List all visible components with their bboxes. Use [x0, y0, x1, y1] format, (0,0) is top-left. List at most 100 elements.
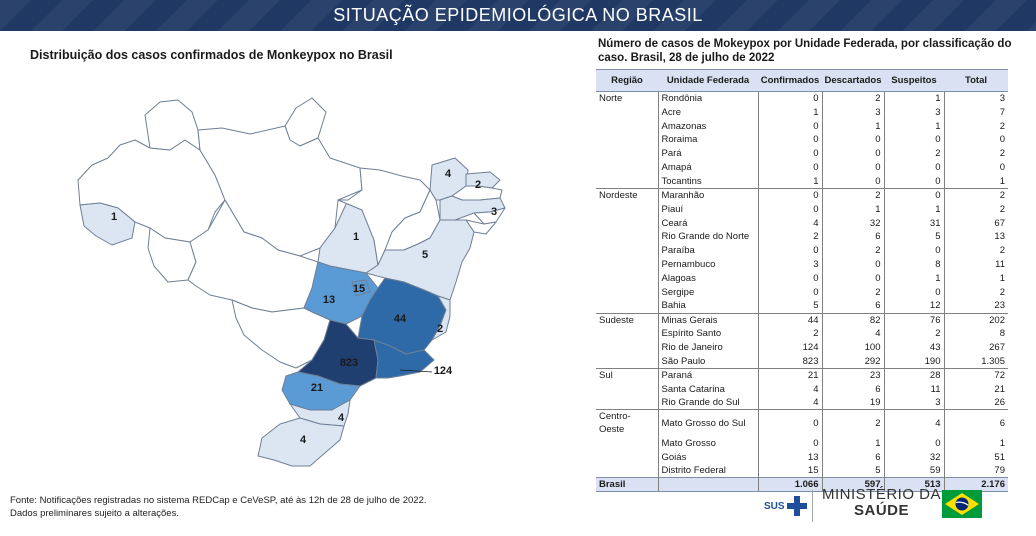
state-label-df: 15: [353, 283, 365, 295]
column-header: Região: [596, 69, 658, 92]
value-cell: 0: [758, 160, 823, 175]
leader-line-rj: [399, 369, 433, 373]
value-cell: 67: [994, 217, 1005, 229]
table-row: Paraíba 0 2 0 2: [596, 243, 1008, 258]
value-cell: 2: [884, 326, 945, 341]
region-cell: [596, 105, 659, 120]
total-value: 597: [822, 477, 885, 493]
value-cell: 0: [822, 133, 885, 147]
region-cell: Norte: [596, 91, 659, 106]
table-row: Alagoas 0 0 1 1: [596, 271, 1008, 286]
table-row: Bahia 5 6 12 23: [596, 299, 1008, 313]
value-cell: 0: [758, 285, 823, 300]
uf-cell: Sergipe: [658, 285, 759, 300]
value-cell: 2: [999, 148, 1005, 160]
uf-cell: Amapá: [658, 160, 759, 175]
uf-cell: São Paulo: [658, 354, 759, 369]
value-cell: 0: [822, 174, 885, 189]
sus-logo: SUS: [764, 496, 807, 516]
value-cell: 267: [989, 342, 1005, 354]
table-body: Norte Rondônia 0 2 1 3 Acre 1 3 3 7 Amazonas 0 1 1 2 Ror…: [596, 91, 1008, 493]
uf-cell: Santa Catarina: [658, 382, 759, 397]
value-cell: 0: [758, 243, 823, 258]
state-label-pe: 3: [491, 206, 497, 218]
table-row: Centro-Oeste Mato Grosso do Sul 0 2 4 6: [596, 409, 1008, 437]
table-row: Piauí 0 1 1 2: [596, 202, 1008, 217]
state-label-ac: 1: [111, 211, 117, 223]
value-cell: 2: [822, 187, 885, 203]
value-cell: 1: [884, 202, 945, 217]
table-row: Norte Rondônia 0 2 1 3: [596, 91, 1008, 106]
table-row: Rio Grande do Sul 4 19 3 26: [596, 396, 1008, 410]
value-cell: 1: [884, 119, 945, 134]
uf-cell: Pará: [658, 146, 759, 161]
value-cell: 0: [758, 409, 823, 437]
state-label-ba: 5: [422, 249, 428, 261]
value-cell: 124: [758, 340, 823, 355]
value-cell: 5: [884, 229, 945, 244]
region-cell: [596, 216, 659, 230]
value-cell: 13: [994, 231, 1005, 243]
table-row: São Paulo 823 292 190 1.305: [596, 354, 1008, 369]
value-cell: 292: [822, 354, 885, 369]
uf-cell: Minas Gerais: [658, 312, 759, 327]
region-cell: [596, 133, 659, 147]
value-cell: 100: [822, 340, 885, 355]
region-cell: [596, 464, 659, 478]
region-cell: [596, 450, 659, 465]
total-blank: [658, 477, 759, 493]
uf-cell: Goiás: [658, 450, 759, 465]
sus-cross-icon: [786, 496, 807, 516]
value-cell: 0: [758, 91, 823, 106]
state-label-mg: 44: [394, 313, 407, 325]
value-cell: 0: [822, 146, 885, 161]
uf-cell: Rio Grande do Sul: [658, 396, 759, 410]
region-cell: [596, 354, 659, 369]
value-cell: 3: [758, 257, 823, 272]
value-cell: 6: [822, 229, 885, 244]
table-row: Pernambuco 3 0 8 11: [596, 257, 1008, 272]
value-cell: 0: [822, 257, 885, 272]
state-label-sp: 823: [340, 357, 358, 369]
sus-label: SUS: [764, 500, 785, 512]
column-header: Total: [944, 69, 1008, 92]
table-row: Amapá 0 0 0 0: [596, 160, 1008, 175]
value-cell: 11: [995, 259, 1005, 271]
value-cell: 28: [884, 367, 945, 383]
value-cell: 0: [884, 243, 945, 258]
value-cell: 1: [999, 272, 1005, 284]
value-cell: 72: [944, 367, 1008, 383]
value-cell: 59: [884, 464, 945, 478]
state-label-ce: 4: [445, 168, 452, 180]
column-header: Suspeitos: [884, 69, 944, 92]
value-cell: 6: [822, 299, 885, 313]
value-cell: 2: [999, 286, 1005, 298]
value-cell: 4: [822, 326, 885, 341]
value-cell: 823: [758, 354, 823, 369]
value-cell: 3: [822, 105, 885, 120]
table-row: Distrito Federal 15 5 59 79: [596, 464, 1008, 478]
value-cell: 6: [944, 409, 1008, 437]
source-line-1: Fonte: Notificações registradas no siste…: [10, 495, 427, 506]
value-cell: 21: [994, 383, 1005, 395]
value-cell: 4: [758, 216, 823, 230]
uf-cell: Mato Grosso: [658, 436, 759, 451]
uf-cell: Piauí: [658, 202, 759, 217]
value-cell: 0: [999, 162, 1005, 174]
table-row: Santa Catarina 4 6 11 21: [596, 382, 1008, 397]
uf-cell: Rio Grande do Norte: [658, 229, 759, 244]
value-cell: 21: [758, 367, 823, 383]
value-cell: 3: [884, 105, 945, 120]
table-row: Pará 0 0 2 2: [596, 146, 1008, 161]
table-row: Nordeste Maranhão 0 2 0 2: [596, 187, 1008, 203]
value-cell: 4: [758, 382, 823, 397]
value-cell: 0: [758, 187, 823, 203]
value-cell: 11: [884, 382, 945, 397]
states-layer: [77, 97, 506, 467]
region-cell: Sudeste: [596, 312, 659, 327]
table-row: Espírito Santo 2 4 2 8: [596, 326, 1008, 341]
state-label-pr: 21: [311, 382, 323, 394]
ministry-line-1: MINISTÉRIO DA: [822, 486, 942, 503]
state-df: [351, 279, 371, 297]
value-cell: 2: [758, 326, 823, 341]
